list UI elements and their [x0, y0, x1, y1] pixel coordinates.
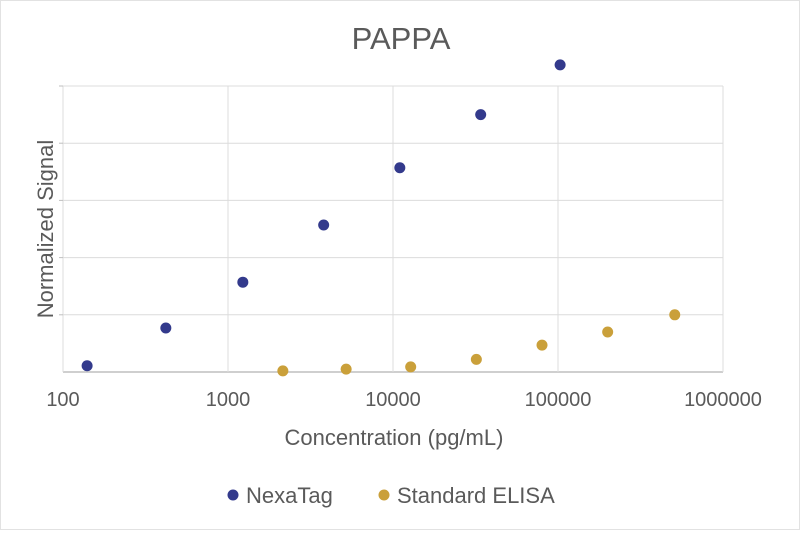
data-point [470, 353, 482, 365]
y-axis-label: Normalized Signal [33, 140, 58, 319]
data-point [160, 322, 172, 334]
data-point [475, 109, 487, 121]
data-point [237, 276, 249, 288]
x-tick-label: 100 [46, 389, 79, 411]
legend-label: Standard ELISA [397, 483, 555, 508]
data-points [81, 59, 681, 377]
data-point [536, 339, 548, 351]
legend-label: NexaTag [246, 483, 333, 508]
data-point [554, 59, 566, 71]
grid [59, 85, 724, 373]
data-point [81, 360, 93, 372]
data-point [340, 363, 352, 375]
x-tick-label: 1000000 [684, 389, 762, 411]
legend-marker [378, 489, 390, 501]
x-axis-label: Concentration (pg/mL) [285, 425, 504, 450]
x-tick-label: 100000 [525, 389, 592, 411]
legend-marker [227, 489, 239, 501]
data-point [669, 309, 681, 321]
x-tick-label: 1000 [206, 389, 251, 411]
data-point [394, 162, 406, 174]
x-tick-label: 10000 [365, 389, 421, 411]
data-point [318, 219, 330, 231]
data-point [277, 365, 289, 377]
data-point [405, 361, 417, 373]
chart-title: PAPPA [352, 21, 451, 56]
x-tick-labels: 100 1000 10000 100000 1000000 [46, 389, 762, 411]
legend: NexaTag Standard ELISA [227, 483, 555, 508]
data-point [602, 326, 614, 338]
